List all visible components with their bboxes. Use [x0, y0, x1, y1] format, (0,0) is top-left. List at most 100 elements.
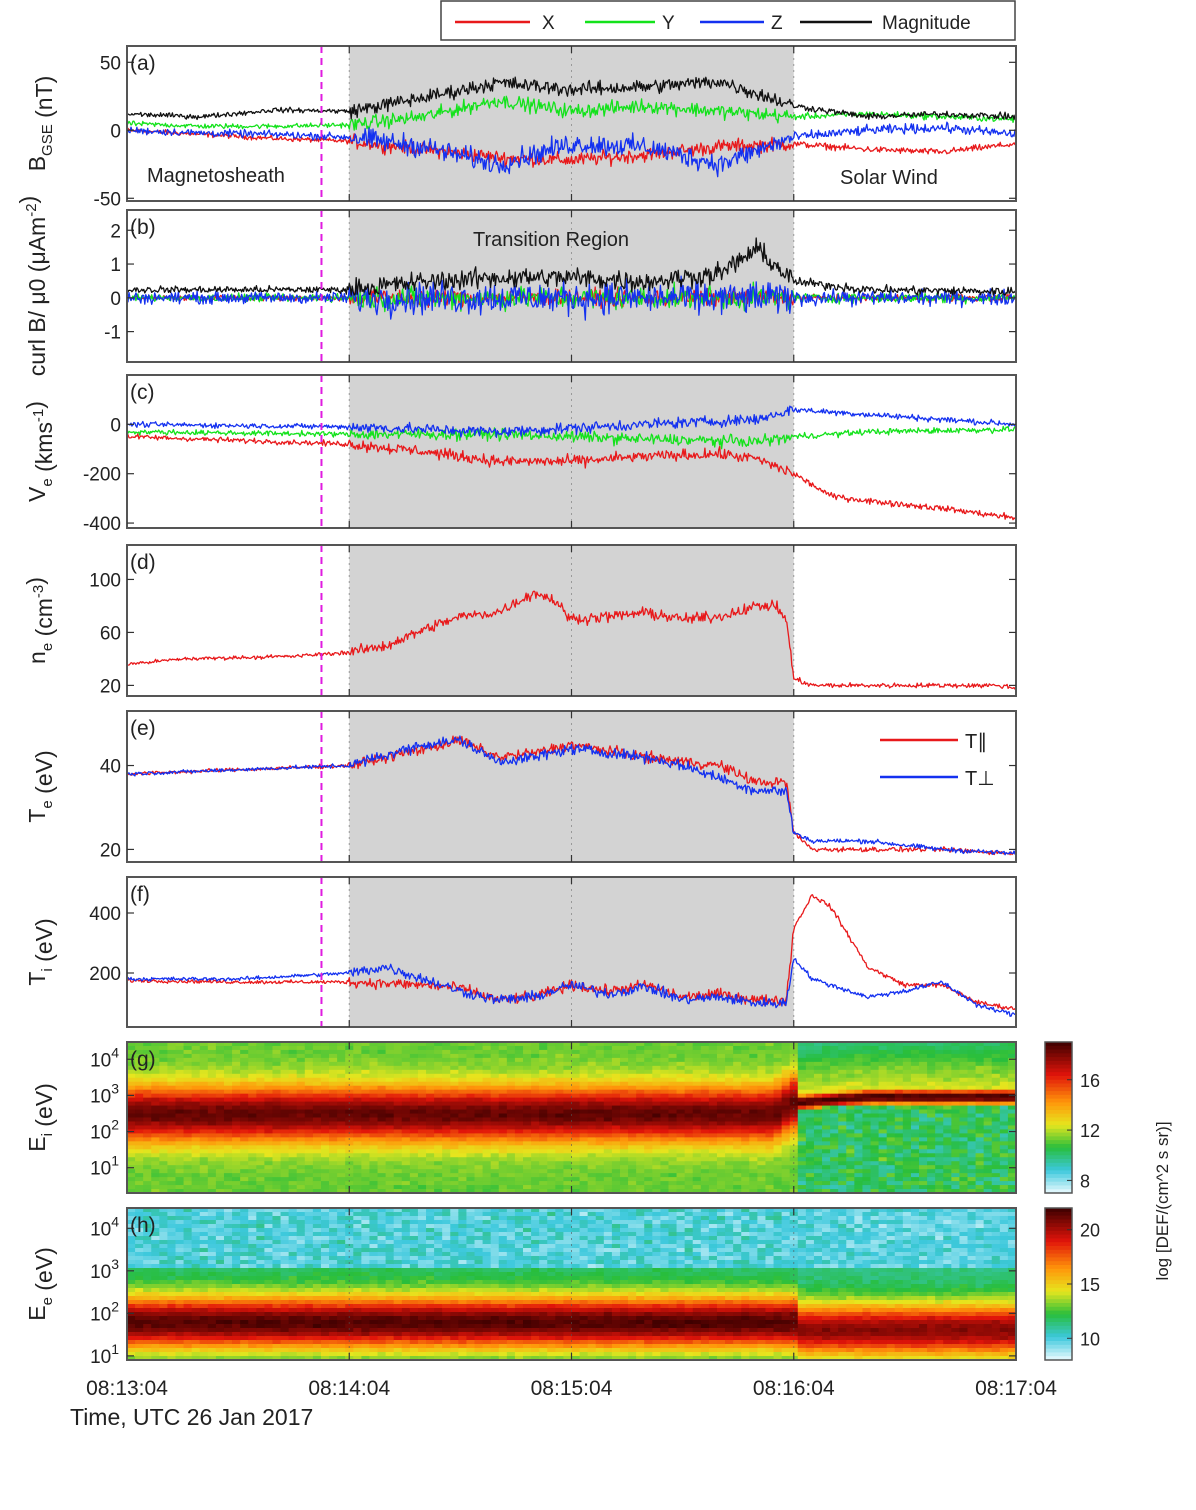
spectrogram-cell [999, 1093, 1009, 1099]
spectrogram-cell [377, 1165, 387, 1170]
spectrogram-cell [636, 1177, 645, 1182]
spectrogram-cell [563, 1061, 573, 1067]
label-text: ) [22, 577, 48, 585]
spectrogram-cell [805, 1189, 815, 1193]
spectrogram-cell [223, 1256, 233, 1261]
spectrogram-cell [846, 1189, 855, 1193]
spectrogram-cell [458, 1081, 468, 1087]
spectrogram-cell [595, 1145, 605, 1150]
spectrogram-cell [579, 1085, 589, 1091]
spectrogram-cell [159, 1296, 169, 1301]
spectrogram-cell [886, 1165, 896, 1170]
spectrogram-cell [595, 1093, 605, 1099]
spectrogram-cell [919, 1189, 928, 1193]
spectrogram-cell [563, 1042, 573, 1047]
y-tick-label: -400 [83, 514, 121, 535]
spectrogram-cell [280, 1185, 290, 1190]
spectrogram-cell [975, 1077, 985, 1083]
spectrogram-cell [175, 1125, 185, 1131]
spectrogram-cell [951, 1165, 961, 1170]
spectrogram-cell [862, 1189, 872, 1193]
spectrogram-cell [652, 1157, 661, 1162]
spectrogram-cell [183, 1141, 193, 1146]
spectrogram-cell [498, 1057, 508, 1063]
spectrogram-cell [514, 1177, 524, 1182]
spectrogram-cell [191, 1268, 201, 1273]
spectrogram-cell [805, 1141, 815, 1146]
spectrogram-cell [943, 1057, 952, 1063]
spectrogram-cell [337, 1117, 346, 1123]
spectrogram-cell [175, 1328, 185, 1333]
spectrogram-cell [329, 1081, 338, 1087]
spectrogram-cell [983, 1077, 993, 1083]
spectrogram-cell [127, 1049, 136, 1055]
spectrogram-cell [644, 1125, 653, 1131]
spectrogram-cell [765, 1089, 775, 1095]
spectrogram-cell [361, 1117, 371, 1123]
spectrogram-cell [393, 1189, 403, 1193]
spectrogram-cell [135, 1101, 144, 1107]
spectrogram-cell [886, 1045, 896, 1051]
spectrogram-cell [175, 1276, 185, 1281]
spectrogram-cell [183, 1212, 193, 1217]
spectrogram-cell [345, 1093, 354, 1099]
spectrogram-cell [595, 1053, 605, 1059]
y-tick-label: -200 [83, 465, 121, 486]
spectrogram-cell [951, 1173, 961, 1178]
spectrogram-cell [935, 1185, 944, 1190]
spectrogram-cell [619, 1145, 629, 1150]
spectrogram-cell [240, 1085, 249, 1091]
spectrogram-cell [482, 1097, 492, 1103]
spectrogram-cell [215, 1268, 225, 1273]
spectrogram-cell [749, 1097, 758, 1103]
spectrogram-cell [159, 1304, 169, 1309]
spectrogram-cell [789, 1093, 799, 1099]
spectrogram-cell [369, 1157, 379, 1162]
spectrogram-cell [983, 1105, 993, 1111]
spectrogram-cell [749, 1185, 758, 1190]
spectrogram-cell [434, 1177, 443, 1182]
colorbar-frame [1044, 1041, 1073, 1194]
spectrogram-cell [846, 1049, 855, 1055]
spectrogram-cell [353, 1181, 362, 1186]
spectrogram-cell [215, 1252, 225, 1257]
spectrogram-cell [401, 1161, 411, 1166]
spectrogram-cell [846, 1077, 855, 1083]
spectrogram-cell [232, 1212, 241, 1217]
spectrogram-cell [256, 1165, 265, 1170]
spectrogram-cell [700, 1042, 710, 1047]
spectrogram-cell [361, 1185, 371, 1190]
spectrogram-cell [191, 1042, 201, 1047]
spectrogram-cell [191, 1320, 201, 1325]
spectrogram-cell [232, 1153, 241, 1158]
spectrogram-cell [223, 1073, 233, 1079]
spectrogram-cell [215, 1085, 225, 1091]
spectrogram-cell [369, 1101, 379, 1107]
spectrogram-cell [240, 1141, 249, 1146]
spectrogram-cell [894, 1093, 904, 1099]
spectrogram-cell [248, 1141, 257, 1146]
spectrogram-cell [175, 1133, 185, 1138]
spectrogram-cell [466, 1133, 476, 1138]
spectrogram-cell [975, 1145, 985, 1150]
spectrogram-cell [215, 1256, 225, 1261]
spectrogram-cell [716, 1173, 726, 1178]
spectrogram-cell [514, 1085, 524, 1091]
spectrogram-cell [199, 1232, 209, 1237]
spectrogram-cell [353, 1117, 362, 1123]
spectrogram-cell [175, 1308, 185, 1313]
spectrogram-cell [151, 1216, 160, 1221]
spectrogram-cell [935, 1105, 944, 1111]
spectrogram-cell [733, 1109, 742, 1115]
spectrogram-cell [288, 1042, 298, 1047]
spectrogram-cell [781, 1042, 791, 1047]
spectrogram-cell [223, 1057, 233, 1063]
spectrogram-cell [207, 1264, 217, 1269]
spectrogram-cell [733, 1097, 742, 1103]
spectrogram-cell [312, 1077, 322, 1083]
spectrogram-cell [652, 1129, 661, 1134]
spectrogram-cell [943, 1149, 952, 1154]
spectrogram-cell [644, 1061, 653, 1067]
